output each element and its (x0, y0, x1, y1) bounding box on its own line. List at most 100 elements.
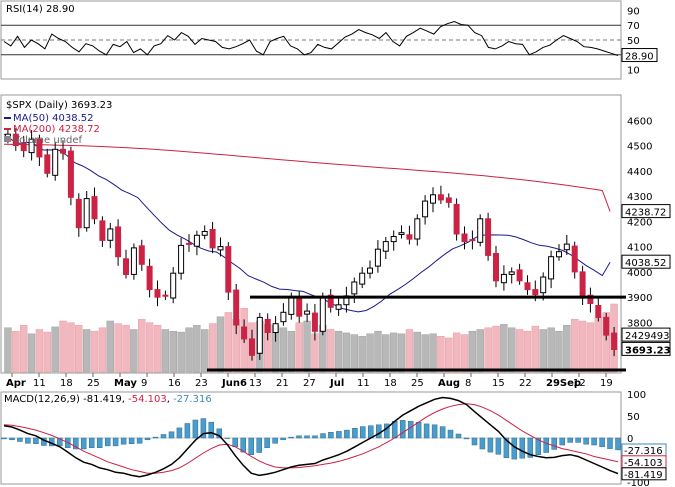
candle-body (548, 256, 555, 280)
rsi-grid (1, 24, 621, 56)
volume-bar (303, 320, 311, 373)
price-tag-label: 3693.23 (625, 345, 671, 356)
macd-histogram-bar (543, 437, 549, 453)
candle-body (437, 194, 444, 201)
macd-histogram-bar (583, 437, 589, 445)
macd-histogram-bar (232, 437, 238, 448)
candle-body (20, 143, 27, 152)
macd-histogram-bar (344, 429, 350, 439)
macd-value-tag-label: -81.419 (624, 470, 663, 481)
macd-histogram-bar (73, 437, 79, 450)
macd-histogram-bar (192, 419, 199, 439)
macd-histogram-bar (360, 426, 366, 439)
ma200-series-line (3, 143, 611, 212)
macd-histogram-bar (519, 437, 526, 459)
volume-bar (106, 320, 114, 373)
macd-title-swatch-label: MACD(12,26,9) -81.419, -54.103, -27.316 (4, 394, 212, 405)
candle-body (500, 273, 507, 284)
x-tick-label: 16 (168, 378, 181, 389)
volume-bar (334, 330, 343, 373)
x-tick-label: Jun6 (221, 378, 247, 389)
ma50-legend: MA(50) 4038.52 (13, 113, 94, 124)
candle-body (595, 305, 602, 318)
macd-histogram-bar (336, 431, 342, 439)
rsi-panel: RSI(14) 28.90 103050709028.90 (0, 0, 658, 80)
volume-bar (421, 334, 429, 373)
volume-bar (130, 329, 138, 373)
candle-body (556, 251, 562, 258)
price-tick-label: 4200 (627, 217, 652, 228)
candle-body (414, 218, 421, 240)
macd-value-tag-label: -54.103 (624, 458, 663, 469)
volume-bar (90, 330, 99, 373)
candles (4, 128, 618, 361)
macd-histogram-bar (423, 423, 430, 439)
volume-bar (145, 322, 154, 373)
volume-bar (602, 312, 610, 373)
ma200-line (3, 143, 611, 212)
price-panel: 3800 3900 4000 4100 4200 4300 4400 4500 4600 4238… (0, 94, 671, 389)
volume-bar (476, 329, 484, 373)
candle-body (209, 229, 216, 249)
macd-histogram-bar (224, 437, 231, 439)
macd-histogram-bar (33, 437, 39, 444)
candle-body (123, 258, 129, 275)
x-tick-label: 9 (141, 378, 147, 389)
candle-body (130, 247, 137, 275)
price-tag-label: 4038.52 (625, 258, 666, 269)
volume-bar (67, 322, 75, 373)
x-tick-label: 11 (33, 378, 46, 389)
x-tick-label: Aug (438, 378, 460, 389)
volume-bar (374, 330, 382, 373)
candle-body (453, 203, 460, 235)
candle-body (67, 150, 74, 198)
x-tick-label: 21 (276, 378, 289, 389)
candle-body (540, 276, 547, 294)
volume-bar (19, 325, 28, 373)
macd-histogram-bar (200, 418, 207, 439)
volume-bar (153, 325, 162, 373)
macd-line (3, 396, 619, 478)
macd-histogram-bar (184, 423, 191, 439)
candle-body (217, 246, 224, 251)
volume-bar (555, 330, 563, 373)
candle-body (477, 218, 484, 243)
candle-body (233, 289, 240, 326)
macd-histogram-bar (575, 437, 581, 443)
candle-body (44, 154, 51, 174)
macd-histogram-bar (296, 435, 302, 439)
macd-tick-label: 100 (627, 390, 646, 401)
volume-bar (547, 327, 555, 373)
candle-body (107, 228, 114, 241)
volume-bar (114, 323, 122, 373)
macd-tick-label: -100 (627, 478, 650, 487)
volume-bar (413, 331, 421, 373)
volume-bar (4, 327, 12, 373)
x-tick-label: 11 (357, 378, 370, 389)
volume-bar (138, 319, 146, 373)
candle-body (296, 296, 303, 317)
candle-body (485, 218, 492, 256)
volume-bar (27, 333, 36, 373)
volume-bar (75, 325, 83, 373)
macd-histogram-bar (439, 426, 446, 439)
candle-body (256, 316, 263, 354)
candle-body (288, 296, 295, 315)
macd-histogram-bar (176, 427, 183, 439)
macd-histogram-bar (17, 437, 23, 442)
candle-body (493, 253, 499, 282)
volume-bar (445, 337, 453, 373)
macd-histogram-bar (535, 437, 542, 455)
volume-bar (586, 322, 595, 373)
candle-body (508, 271, 515, 275)
macd-histogram-bar (559, 437, 565, 446)
volume-bar (492, 325, 500, 373)
price-tick-label: 4000 (627, 268, 652, 279)
macd-signal-line (3, 403, 619, 474)
x-tick-label: May (114, 378, 137, 389)
macd-histogram-bar (376, 424, 382, 439)
x-tick-label: 15 (492, 378, 505, 389)
volume-bar (161, 329, 170, 373)
macd-histogram-bar (272, 437, 278, 444)
candle-body (249, 338, 255, 356)
